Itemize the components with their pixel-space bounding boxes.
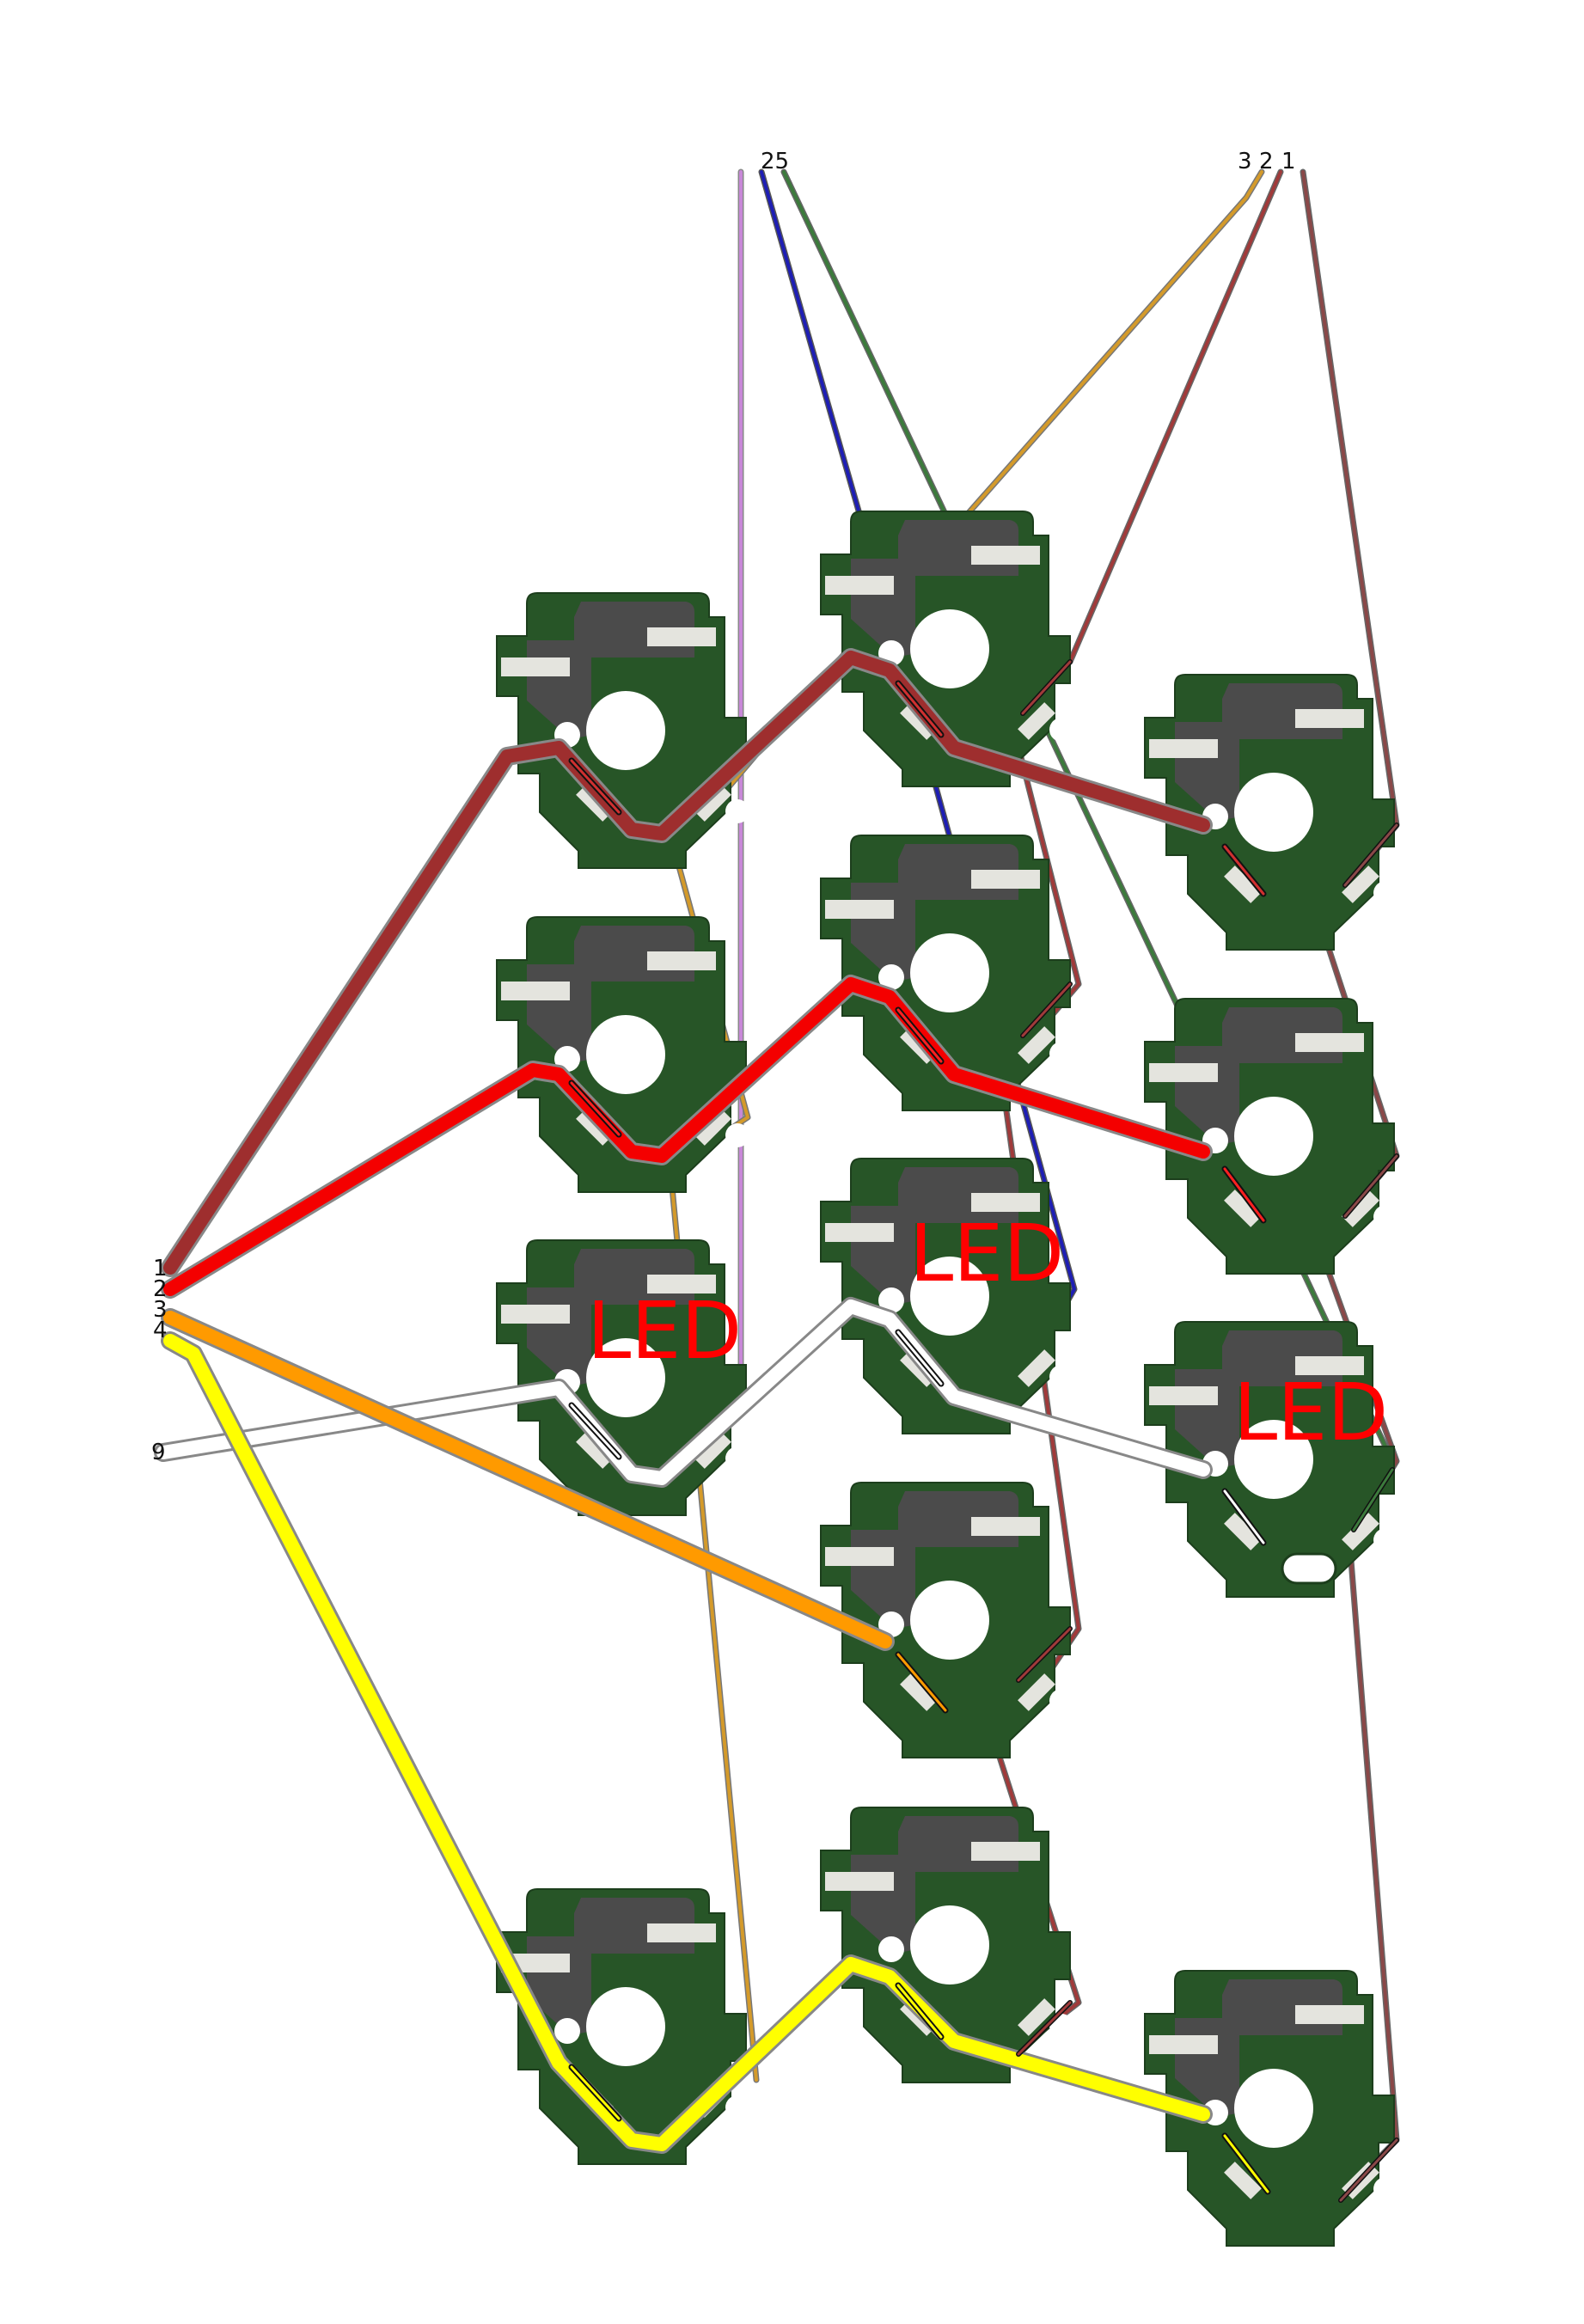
led-label: LED [587,1285,742,1377]
pin-label-3: 3 [153,1297,168,1323]
left-header-labels: 1 2 3 4 9 [151,1256,168,1465]
pin-label-9: 9 [151,1440,166,1465]
pin-label-25: 25 [761,149,789,174]
pin-label-top-2: 2 [1259,149,1274,174]
led-labels: LED LED LED [587,1208,1388,1459]
led-label: LED [1233,1367,1388,1459]
pin-label-2: 2 [153,1276,168,1302]
pin-label-1: 1 [153,1256,168,1281]
top-header-labels: 25 3 2 1 [761,149,1296,174]
pin-label-4: 4 [153,1318,168,1343]
pin-label-top-1: 1 [1281,149,1296,174]
led-pad [1281,1552,1337,1585]
diodes [568,659,1399,2203]
pin-label-top-3: 3 [1238,149,1252,174]
led-label: LED [909,1208,1064,1300]
